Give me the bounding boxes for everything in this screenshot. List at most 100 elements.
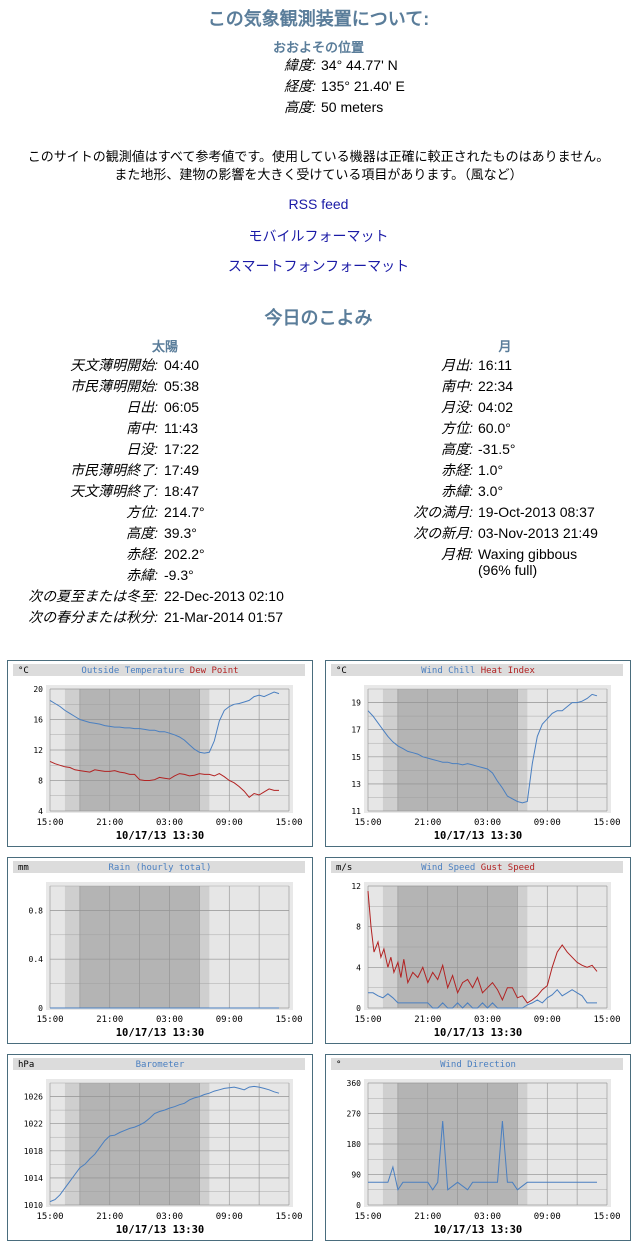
x-tick-label: 09:00 (216, 1212, 243, 1222)
moon-row-value: Waxing gibbous (478, 546, 578, 562)
unit-label: °C (336, 666, 347, 676)
chart-title-part: Gust Speed (475, 863, 535, 873)
chart-title-part: Outside Temperature (81, 666, 184, 676)
y-tick-label: 8 (356, 923, 361, 932)
chart-timestamp: 10/17/13 13:30 (116, 1027, 205, 1039)
sun-row-label: 市民薄明開始: (70, 378, 158, 394)
chart-barometer: hPa Barometer 1010 1014 1018 1022 1026 15:00 21:… (7, 1054, 313, 1241)
x-tick-label: 21:00 (96, 818, 123, 828)
unit-label: mm (18, 863, 29, 873)
y-tick-label: 17 (351, 726, 361, 735)
twilight-band (64, 886, 80, 1008)
chart-header-bar (331, 1058, 623, 1070)
x-tick-label: 15:00 (275, 818, 302, 828)
chart-svg: °C Outside Temperature Dew Point 4 8 12 16 20 1… (13, 664, 305, 842)
y-tick-label: 4 (356, 963, 361, 972)
sun-row-label: 次の春分または秋分: (28, 609, 158, 625)
x-tick-label: 09:00 (534, 1015, 561, 1025)
chart-title-part: Barometer (136, 1060, 185, 1070)
twilight-band (199, 886, 210, 1008)
smartphone-format-link[interactable]: スマートフォンフォーマット (227, 258, 410, 274)
x-tick-label: 21:00 (414, 818, 441, 828)
y-tick-label: 4 (38, 807, 43, 816)
chart-svg: hPa Barometer 1010 1014 1018 1022 1026 15:00 21:… (13, 1058, 305, 1236)
moon-heading: 月 (498, 339, 512, 354)
moon-row-label: 月没: (441, 399, 473, 415)
moon-row-value: 03-Nov-2013 21:49 (478, 525, 598, 541)
location-row-label: 高度: (284, 99, 316, 115)
sun-row-label: 天文薄明終了: (70, 483, 158, 499)
x-tick-label: 15:00 (593, 1015, 620, 1025)
y-tick-label: 1026 (24, 1093, 43, 1102)
sun-row-label: 日出: (126, 399, 158, 415)
sun-row-value: 17:22 (164, 441, 200, 457)
x-tick-label: 21:00 (414, 1212, 441, 1222)
y-tick-label: 12 (33, 746, 43, 755)
moon-row-label: 方位: (441, 420, 473, 436)
chart-svg: °C Wind Chill Heat Index 11 13 15 17 19 15:00 21… (331, 664, 623, 842)
x-tick-label: 15:00 (354, 1015, 381, 1025)
sun-row-value: 214.7° (164, 504, 205, 520)
y-tick-label: 16 (33, 716, 43, 725)
chart-header-bar (13, 1058, 305, 1070)
chart-title-part: Rain (hourly total) (109, 863, 212, 873)
mobile-format-link[interactable]: モバイルフォーマット (248, 228, 389, 244)
y-tick-label: 1014 (24, 1174, 43, 1183)
chart-timestamp: 10/17/13 13:30 (434, 830, 523, 842)
moon-row-value: 1.0° (478, 462, 504, 478)
sun-row-value: 11:43 (164, 420, 198, 436)
chart-wind-direction: ° Wind Direction 0 90 180 270 360 15:00 21:00 03:… (325, 1054, 631, 1241)
sun-row-value: 05:38 (164, 378, 200, 394)
location-row-value: 50 meters (321, 99, 384, 115)
chart-title: Barometer (136, 1060, 185, 1070)
sun-row-label: 赤経: (126, 546, 158, 562)
x-tick-label: 09:00 (534, 1212, 561, 1222)
unit-label: m/s (336, 863, 352, 873)
x-tick-label: 15:00 (36, 818, 63, 828)
location-row-label: 経度: (284, 78, 316, 94)
moon-row-value: -31.5° (478, 441, 516, 457)
x-tick-label: 15:00 (593, 818, 620, 828)
chart-header-bar (331, 861, 623, 873)
disclaimer-line-2: また地形、建物の影響を大きく受けている項目があります。（風など） (114, 167, 523, 182)
moon-row-label: 赤緯: (441, 483, 473, 499)
sun-row-label: 高度: (126, 525, 158, 541)
sun-row-label: 赤緯: (126, 567, 158, 583)
chart-temperature-dewpoint: °C Outside Temperature Dew Point 4 8 12 16 20 1… (7, 660, 313, 847)
chart-timestamp: 10/17/13 13:30 (116, 830, 205, 842)
station-title: この気象観測装置について: (207, 9, 430, 29)
moon-row-value: 60.0° (478, 420, 511, 436)
sun-heading: 太陽 (151, 339, 178, 354)
moon-row-label: 月相: (441, 546, 473, 562)
twilight-band (64, 1083, 80, 1205)
chart-header-bar (331, 664, 623, 676)
sun-row-label: 天文薄明開始: (70, 357, 158, 373)
x-tick-label: 09:00 (216, 818, 243, 828)
x-tick-label: 15:00 (275, 1015, 302, 1025)
twilight-band (382, 689, 398, 811)
y-tick-label: 0 (356, 1201, 361, 1210)
moon-row-label: 南中: (441, 378, 473, 394)
chart-timestamp: 10/17/13 13:30 (434, 1224, 523, 1236)
sun-row-label: 日没: (126, 441, 158, 457)
unit-label: ° (336, 1060, 341, 1070)
series-line-dew-point (49, 760, 279, 798)
chart-rain: mm Rain (hourly total) 0 0.4 0.8 15:00 21:00 03… (7, 857, 313, 1044)
x-tick-label: 15:00 (593, 1212, 620, 1222)
sun-row-value: 06:05 (164, 399, 200, 415)
moon-row-label: 月出: (441, 357, 473, 373)
twilight-band (517, 689, 528, 811)
y-tick-label: 15 (351, 753, 361, 762)
x-tick-label: 03:00 (474, 1015, 501, 1025)
sun-row-value: 18:47 (164, 483, 200, 499)
y-tick-label: 20 (33, 685, 43, 694)
x-tick-label: 15:00 (354, 818, 381, 828)
sun-row-value: 22-Dec-2013 02:10 (164, 588, 284, 604)
twilight-band (199, 1083, 210, 1205)
chart-svg: ° Wind Direction 0 90 180 270 360 15:00 21:00 03:… (331, 1058, 623, 1236)
x-tick-label: 15:00 (275, 1212, 302, 1222)
chart-header-bar (13, 861, 305, 873)
moon-row-value: 16:11 (478, 357, 512, 373)
moon-row-label: 次の満月: (413, 504, 473, 520)
rss-feed-link[interactable]: RSS feed (288, 196, 349, 212)
